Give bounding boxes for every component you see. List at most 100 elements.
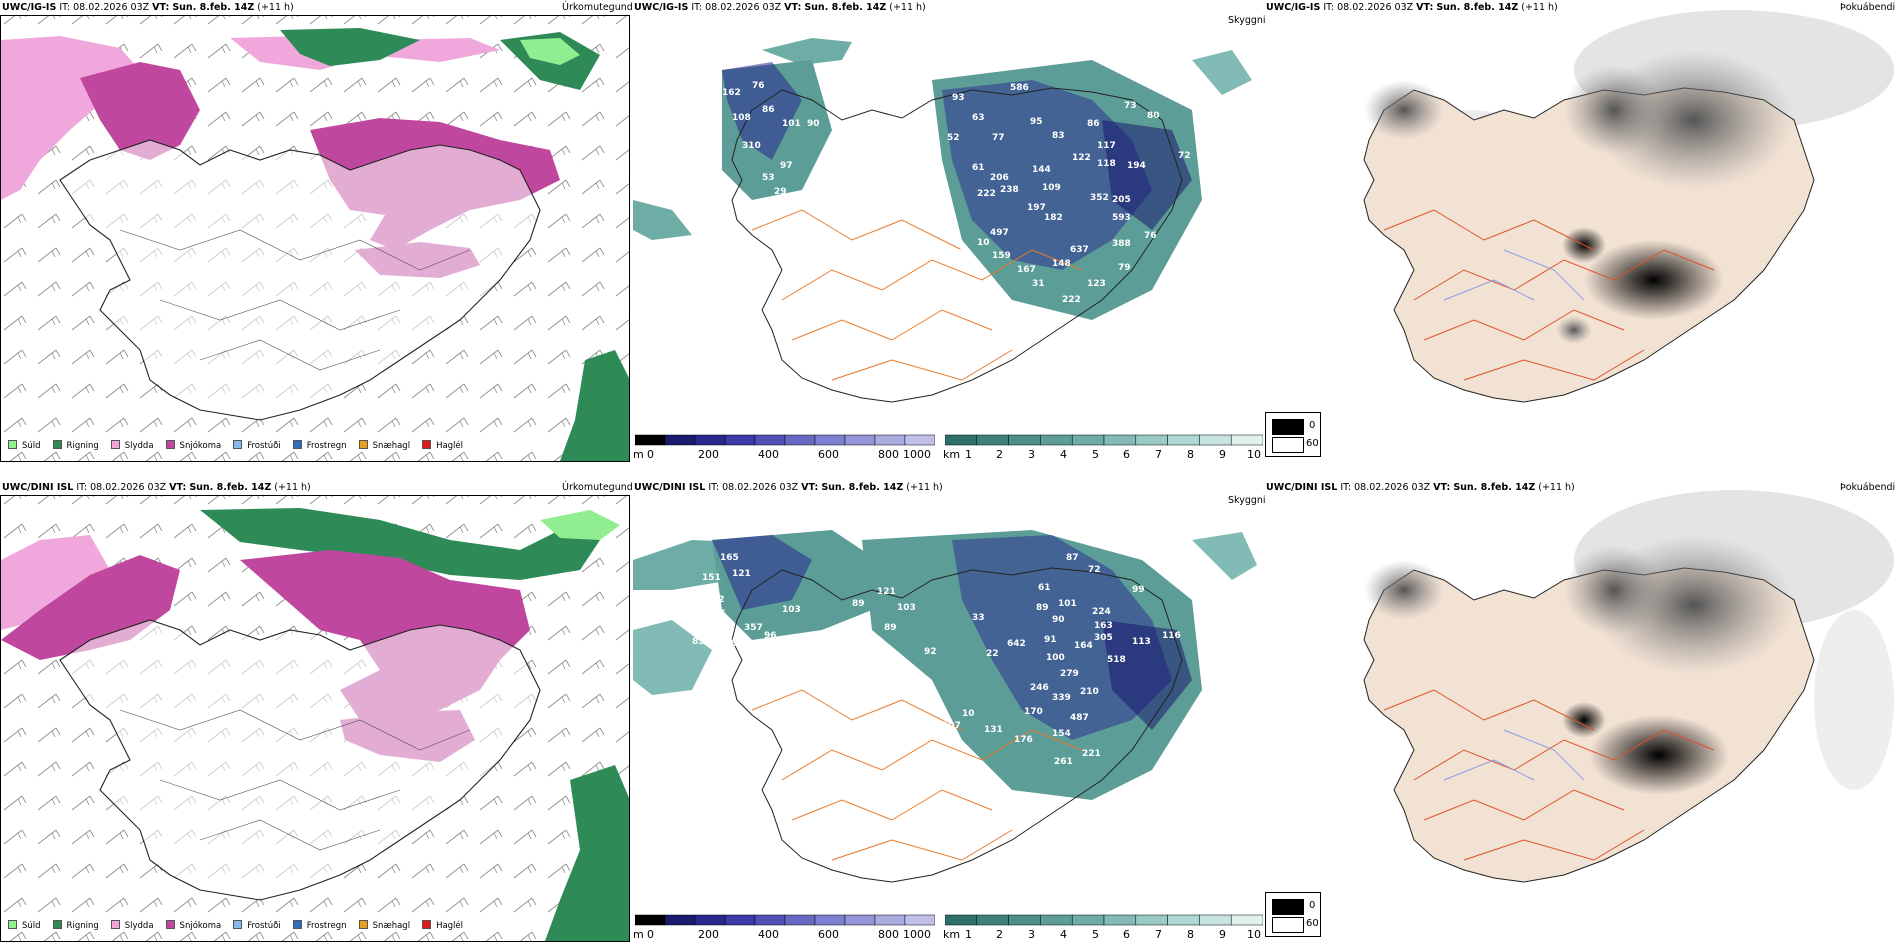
ceiling-label: 162 bbox=[722, 88, 741, 98]
iceland-outline bbox=[59, 619, 541, 901]
ceiling-label: 105 bbox=[952, 248, 971, 258]
colorbar-tick: 4 bbox=[1060, 448, 1067, 461]
precip-map bbox=[1, 16, 629, 461]
ceiling-area bbox=[722, 62, 802, 160]
ceiling-label: 90 bbox=[807, 119, 820, 129]
ceiling-label: 154 bbox=[1052, 729, 1071, 739]
legend-swatch bbox=[110, 920, 120, 929]
ceiling-area bbox=[1102, 620, 1192, 730]
road-network bbox=[751, 689, 1083, 861]
legend-swatch bbox=[8, 920, 17, 929]
iceland-outline bbox=[59, 139, 541, 421]
colorbar-tick: 1 bbox=[965, 448, 972, 461]
colorbar-tick: 600 bbox=[818, 928, 839, 941]
legend-item: Frostúði bbox=[233, 440, 281, 451]
visibility-colorbar-swatches bbox=[945, 914, 1263, 926]
legend-item: Súld bbox=[8, 440, 41, 451]
legend-item: Rigning bbox=[52, 440, 99, 451]
ceiling-label: 89 bbox=[852, 599, 865, 609]
road-network bbox=[119, 709, 471, 851]
ceiling-label: 339 bbox=[1052, 693, 1071, 703]
ceiling-label: 53 bbox=[762, 173, 775, 183]
ceiling-label: 89 bbox=[1036, 603, 1049, 613]
ceiling-label: 69 bbox=[752, 657, 765, 667]
ceiling-label: 163 bbox=[1094, 621, 1113, 631]
drizzle-area bbox=[520, 38, 580, 65]
legend-swatch bbox=[358, 920, 368, 929]
ceiling-label: 93 bbox=[952, 93, 965, 103]
legend-item: Snæhagl bbox=[358, 920, 410, 931]
ceiling-label: 238 bbox=[1000, 185, 1019, 195]
ceiling-label: 103 bbox=[782, 605, 801, 615]
legend-swatch bbox=[165, 920, 175, 929]
precip-map bbox=[1, 496, 629, 941]
ceiling-label: 206 bbox=[990, 173, 1009, 183]
ceiling-label: 487 bbox=[1070, 713, 1089, 723]
ceiling-label: 518 bbox=[1107, 655, 1126, 665]
ceiling-label: 29 bbox=[774, 187, 787, 197]
ceiling-label: 52 bbox=[947, 133, 960, 143]
legend-item: Slydda bbox=[110, 920, 154, 931]
ceiling-label: 144 bbox=[1032, 165, 1051, 175]
visibility-area bbox=[762, 38, 852, 65]
panel-title: UWC/IG-IS IT: 08.02.2026 03Z VT: Sun. 8.… bbox=[2, 2, 294, 13]
rivers bbox=[1443, 729, 1585, 781]
snow-area bbox=[80, 62, 200, 160]
panel-type-label: Þokuábendi bbox=[1840, 2, 1896, 13]
colorbar-tick: 0 bbox=[647, 928, 654, 941]
ceiling-label: 10 bbox=[962, 709, 975, 719]
ceiling-label: 118 bbox=[1097, 159, 1116, 169]
visibility-colorbar-swatches bbox=[945, 434, 1263, 446]
ceiling-label: 61 bbox=[972, 163, 985, 173]
fog-panel-top: UWC/IG-IS IT: 08.02.2026 03Z VT: Sun. 8.… bbox=[1264, 0, 1896, 470]
colorbar-tick: 2 bbox=[996, 448, 1003, 461]
fog-legend-label: 0 bbox=[1309, 420, 1316, 431]
legend-item: Slydda bbox=[110, 440, 154, 451]
ceiling-label: 478 bbox=[1192, 583, 1211, 593]
ceiling-label: 33 bbox=[972, 613, 985, 623]
legend-swatch bbox=[52, 920, 62, 929]
colorbar-tick: 6 bbox=[1123, 448, 1130, 461]
colorbar-tick: 800 bbox=[878, 928, 899, 941]
ceiling-label: 107 bbox=[942, 721, 961, 731]
ceiling-label: 72 bbox=[1178, 151, 1191, 161]
ceiling-label: 97 bbox=[780, 161, 793, 171]
ceiling-label: 305 bbox=[1094, 633, 1113, 643]
ceiling-label: 122 bbox=[1072, 153, 1091, 163]
colorbar-tick: 0 bbox=[647, 448, 654, 461]
colorbar-tick: 400 bbox=[758, 928, 779, 941]
ceiling-labels: 162 76 108 86 90 310 101 97 53 29 93 63 … bbox=[722, 81, 1191, 305]
legend-swatch bbox=[422, 440, 432, 449]
ceiling-label: 116 bbox=[1162, 631, 1181, 641]
legend-swatch bbox=[233, 440, 243, 449]
visibility-area bbox=[633, 200, 692, 240]
panel-title: UWC/DINI ISL IT: 08.02.2026 03Z VT: Sun.… bbox=[634, 482, 943, 493]
ceiling-label: 170 bbox=[1024, 707, 1043, 717]
colorbar-unit: km bbox=[943, 448, 961, 461]
colorbar-tick: 5 bbox=[1092, 448, 1099, 461]
legend-swatch bbox=[110, 440, 120, 449]
legend-swatch bbox=[52, 440, 62, 449]
ceiling-label: 72 bbox=[1088, 565, 1101, 575]
legend-item: Rigning bbox=[52, 920, 99, 931]
ceiling-label: 182 bbox=[1044, 213, 1063, 223]
colorbar-tick: 200 bbox=[698, 448, 719, 461]
ceiling-label: 194 bbox=[1127, 161, 1146, 171]
colorbar-tick: 3 bbox=[1028, 448, 1035, 461]
ceiling-label: 178 bbox=[696, 585, 715, 595]
ceiling-label: 10 bbox=[977, 238, 990, 248]
ceiling-label: 261 bbox=[1054, 757, 1073, 767]
fog-area bbox=[1564, 65, 1664, 155]
sleet-area bbox=[1, 535, 110, 630]
ceiling-label: 86 bbox=[762, 105, 775, 115]
visibility-area bbox=[633, 620, 712, 695]
ceiling-label: 836 bbox=[692, 637, 711, 647]
panel-title: UWC/IG-IS IT: 08.02.2026 03Z VT: Sun. 8.… bbox=[1266, 2, 1558, 13]
iceland-outline bbox=[731, 87, 1183, 403]
ceiling-label: 176 bbox=[1014, 735, 1033, 745]
ceiling-label: 197 bbox=[1027, 203, 1046, 213]
fog-area bbox=[1589, 715, 1729, 795]
fog-legend-white bbox=[1272, 917, 1304, 933]
fog-panel-bottom: UWC/DINI ISL IT: 08.02.2026 03Z VT: Sun.… bbox=[1264, 480, 1896, 950]
fog-area bbox=[1364, 80, 1444, 140]
